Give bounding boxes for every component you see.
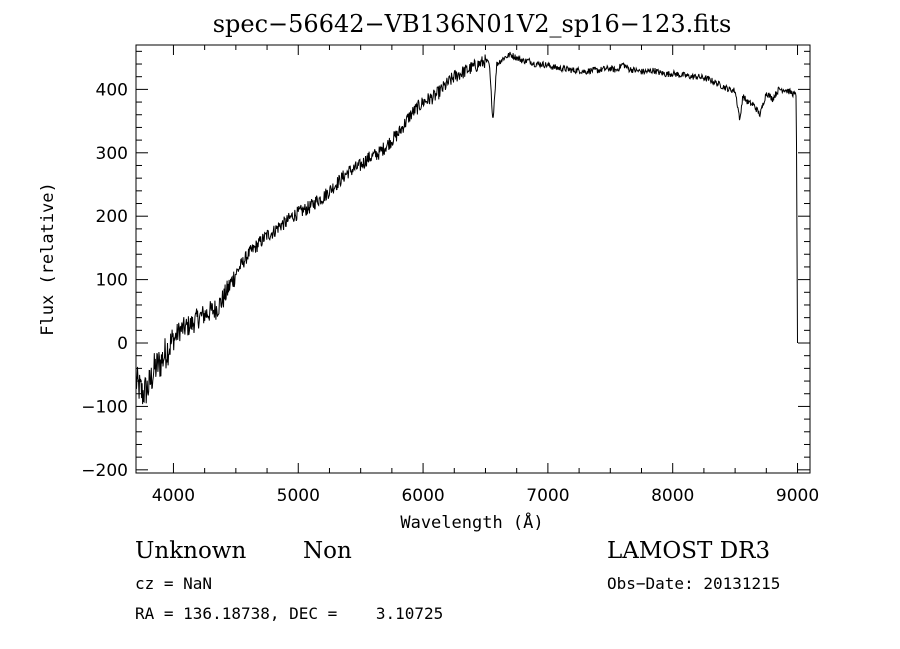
y-tick-label: 400 xyxy=(96,80,128,100)
y-tick-label: −100 xyxy=(81,397,128,417)
y-tick-label: 100 xyxy=(96,271,128,291)
y-tick-label: 300 xyxy=(96,144,128,164)
x-tick-label: 9000 xyxy=(776,486,819,506)
spectrum-line xyxy=(135,51,798,405)
x-tick-label: 5000 xyxy=(277,486,320,506)
x-tick-label: 6000 xyxy=(401,486,444,506)
x-tick-label: 4000 xyxy=(152,486,195,506)
y-tick-label: −200 xyxy=(81,461,128,481)
ra-dec-coordinates: RA = 136.18738, DEC = 3.10725 xyxy=(135,604,444,623)
redshift-cz: cz = NaN xyxy=(135,574,213,593)
chart-title: spec−56642−VB136N01V2_sp16−123.fits xyxy=(213,10,732,38)
x-tick-label: 7000 xyxy=(526,486,569,506)
observation-date: Obs−Date: 20131215 xyxy=(607,574,781,593)
x-axis-ticks: 4000 5000 6000 7000 8000 9000 xyxy=(152,45,819,506)
y-axis-ticks: −200 −100 0 100 200 300 400 xyxy=(81,50,810,481)
plot-frame xyxy=(135,44,811,474)
x-axis-label: Wavelength (Å) xyxy=(400,511,543,533)
object-class: Unknown xyxy=(135,538,247,564)
y-tick-label: 200 xyxy=(96,207,128,227)
y-tick-label: 0 xyxy=(117,334,128,354)
survey-name: LAMOST DR3 xyxy=(607,538,771,564)
object-subclass: Non xyxy=(303,538,352,564)
y-axis-label: Flux (relative) xyxy=(38,182,58,336)
x-tick-label: 8000 xyxy=(651,486,694,506)
